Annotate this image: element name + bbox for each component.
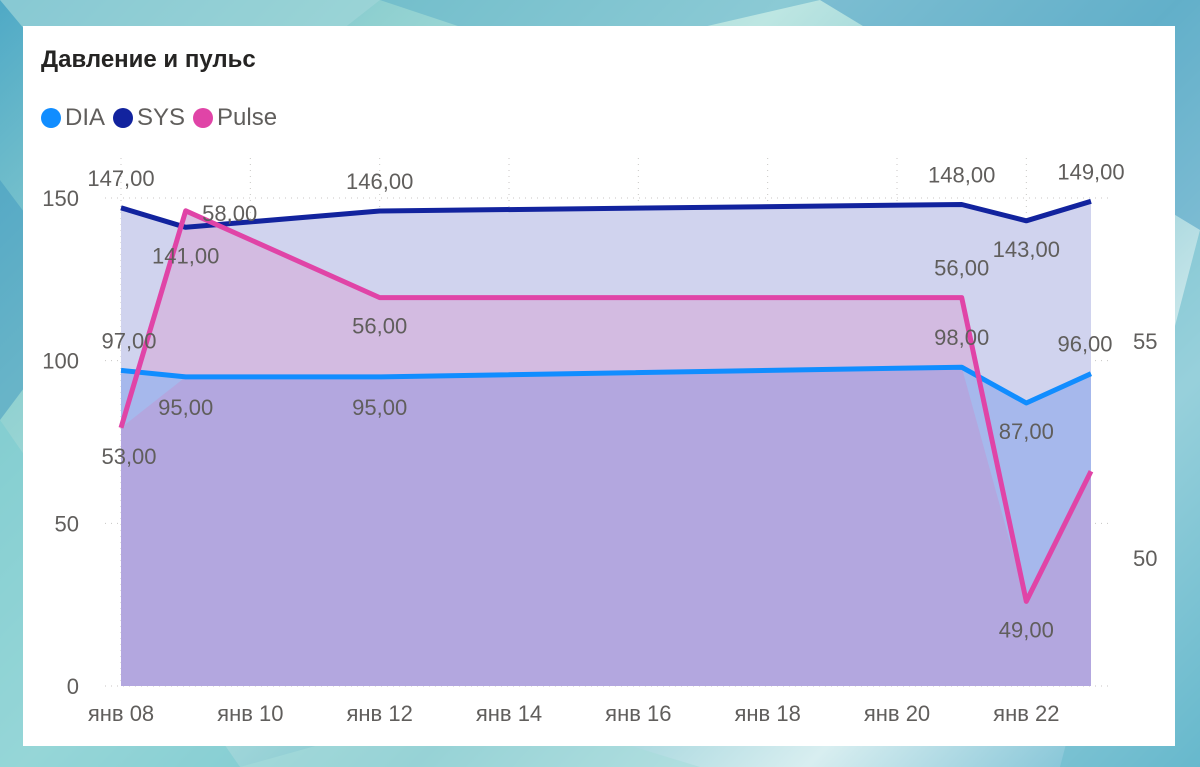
legend-label-sys: SYS (137, 104, 186, 131)
chart-title: Давление и пульс (41, 46, 256, 73)
data-label-pulse-0: 53,00 (101, 444, 156, 469)
legend-item-pulse[interactable]: Pulse (193, 104, 277, 132)
data-label-pulse-1: 58,00 (202, 201, 257, 226)
legend[interactable]: DIA SYS Pulse (41, 104, 285, 132)
data-label-pulse-4: 49,00 (999, 617, 1054, 642)
line-pulse (118, 208, 1094, 604)
data-label-sys-2: 146,00 (346, 169, 413, 194)
chart-card: янв 08 янв 10 янв 12 янв 14 янв 16 янв 18 янв … (23, 26, 1175, 746)
data-label-sys-3: 148,00 (928, 163, 995, 188)
data-label-pulse-3: 56,00 (934, 256, 989, 281)
x-tick-label-3: янв 14 (476, 701, 542, 726)
area-dia (121, 367, 1091, 686)
data-label-sys-0: 147,00 (87, 166, 154, 191)
data-label-dia-0: 97,00 (101, 328, 156, 353)
legend-item-sys[interactable]: SYS (113, 104, 185, 132)
legend-marker-dia (41, 108, 61, 128)
legend-marker-sys (113, 108, 134, 128)
data-label-dia-1: 95,00 (158, 395, 213, 420)
x-tick-label-1: янв 10 (217, 701, 283, 726)
legend-marker-pulse (193, 108, 214, 128)
y-left-tick-label-0: 0 (67, 674, 79, 699)
data-label-sys-5: 149,00 (1057, 159, 1124, 184)
data-label-dia-5: 96,00 (1057, 332, 1112, 357)
y-left-tick-label-2: 100 (42, 349, 79, 374)
x-tick-label-5: янв 18 (734, 701, 800, 726)
x-tick-label-7: янв 22 (993, 701, 1059, 726)
x-tick-label-2: янв 12 (346, 701, 412, 726)
x-tick-label-4: янв 16 (605, 701, 671, 726)
line-sys (120, 198, 1092, 230)
data-label-pulse-2: 56,00 (352, 314, 407, 339)
legend-label-pulse: Pulse (217, 104, 278, 131)
legend-label-dia: DIA (65, 104, 106, 131)
data-label-dia-3: 98,00 (934, 325, 989, 350)
data-label-sys-4: 143,00 (993, 237, 1060, 262)
data-label-dia-4: 87,00 (999, 419, 1054, 444)
data-label-sys-1: 141,00 (152, 243, 219, 268)
y-right-tick-label-0: 50 (1133, 546, 1157, 571)
y-right-tick-label-1: 55 (1133, 329, 1157, 354)
y-left-tick-label-3: 150 (42, 186, 79, 211)
chart-canvas: янв 08 янв 10 янв 12 янв 14 янв 16 янв 18 янв … (42, 158, 1157, 726)
y-left-tick-label-1: 50 (55, 511, 79, 536)
data-label-dia-2: 95,00 (352, 395, 407, 420)
x-tick-label-6: янв 20 (864, 701, 930, 726)
line-dia (120, 364, 1093, 406)
legend-item-dia[interactable]: DIA (41, 104, 105, 132)
x-tick-label-0: янв 08 (88, 701, 154, 726)
